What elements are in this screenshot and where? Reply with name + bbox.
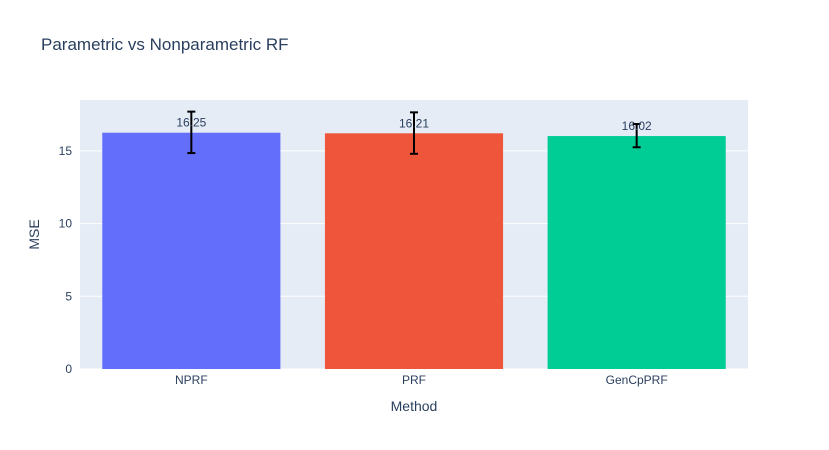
error-bar-gencpprf (632, 122, 641, 149)
y-tick-label: 0 (65, 362, 72, 376)
bars (102, 132, 726, 369)
y-axis-ticks: 0 5 10 15 (59, 144, 73, 376)
bar-value-label: 16.21 (399, 116, 429, 130)
bar-gencpprf (547, 136, 726, 369)
error-bar-prf (410, 111, 418, 155)
x-axis-ticks: NPRF PRF GenCpPRF (175, 373, 668, 387)
x-axis-title: Method (391, 398, 438, 414)
error-bar-nprf (187, 110, 196, 155)
bar-value-label: 16.02 (622, 119, 652, 133)
y-tick-label: 5 (65, 289, 72, 303)
bar-value-label: 16.25 (176, 116, 206, 130)
y-tick-label: 10 (59, 217, 73, 231)
chart-title: Parametric vs Nonparametric RF (41, 35, 289, 54)
bar-value-labels: 16.25 16.21 16.02 (176, 116, 652, 133)
error-bars (187, 110, 641, 155)
bar-nprf (102, 132, 281, 369)
bar-prf (324, 133, 504, 369)
y-axis-title: MSE (26, 219, 42, 249)
x-tick-label: NPRF (175, 373, 208, 387)
x-tick-label: PRF (402, 373, 426, 387)
y-tick-label: 15 (59, 144, 73, 158)
x-tick-label: GenCpPRF (606, 373, 668, 387)
